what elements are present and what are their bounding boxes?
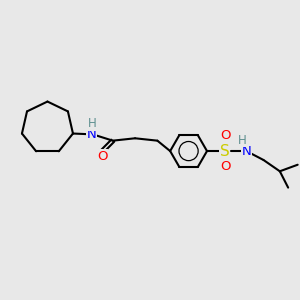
Text: S: S: [220, 144, 230, 159]
Text: N: N: [242, 145, 251, 158]
Text: O: O: [220, 160, 231, 173]
Text: O: O: [97, 150, 108, 163]
Text: H: H: [238, 134, 247, 147]
Text: N: N: [86, 128, 96, 141]
Text: H: H: [88, 117, 97, 130]
Text: O: O: [220, 129, 231, 142]
